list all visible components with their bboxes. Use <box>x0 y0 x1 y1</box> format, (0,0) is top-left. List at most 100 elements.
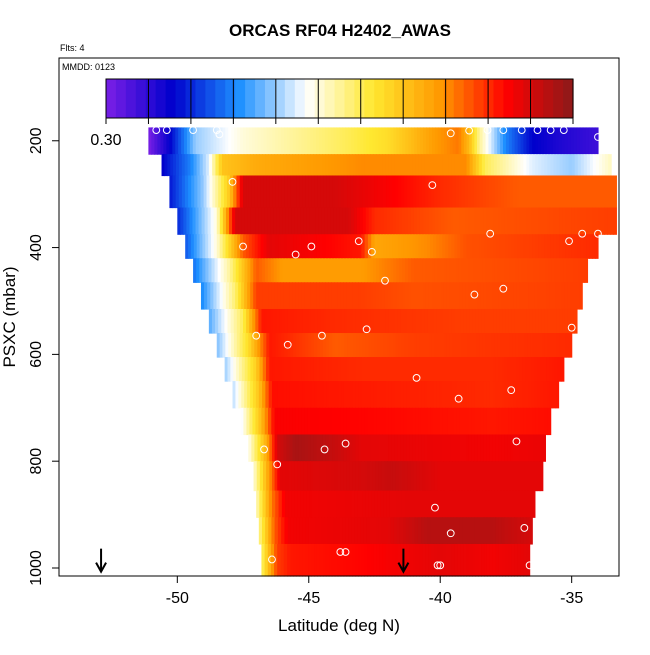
heatmap-cell <box>363 127 368 155</box>
heatmap-cell <box>384 282 389 310</box>
heatmap-cell <box>495 434 500 462</box>
heatmap-cell <box>415 407 419 436</box>
heatmap-cell <box>397 381 402 409</box>
heatmap-cell <box>326 333 330 358</box>
heatmap-cell <box>226 258 231 283</box>
heatmap-cell <box>474 517 479 545</box>
heatmap-cell <box>500 461 505 492</box>
heatmap-cell <box>508 407 512 436</box>
heatmap-cell <box>300 207 305 235</box>
heatmap-cell <box>491 258 496 283</box>
heatmap-cell <box>577 207 581 235</box>
heatmap-cell <box>290 357 294 382</box>
heatmap-cell <box>218 154 223 177</box>
heatmap-cell <box>409 381 414 409</box>
heatmap-cell <box>557 357 562 382</box>
heatmap-cell <box>361 461 365 492</box>
heatmap-cell <box>368 490 373 518</box>
heatmap-cell <box>434 175 438 209</box>
heatmap-cell <box>185 234 189 259</box>
heatmap-cell <box>301 234 306 259</box>
heatmap-cell <box>228 282 233 310</box>
heatmap-cell <box>531 490 536 518</box>
heatmap-cell <box>362 175 366 209</box>
heatmap-cell <box>518 461 523 492</box>
heatmap-cell <box>349 258 353 283</box>
heatmap-cell <box>486 357 491 382</box>
heatmap-cell <box>422 333 427 358</box>
heatmap-cell <box>269 461 273 492</box>
heatmap-cell <box>249 154 254 177</box>
heatmap-cell <box>314 333 318 358</box>
heatmap-cell <box>262 258 266 283</box>
heatmap-cell <box>299 517 304 545</box>
heatmap-cell <box>595 175 599 209</box>
heatmap-cell <box>570 127 575 155</box>
data-point <box>565 237 573 246</box>
heatmap-cell <box>372 461 377 492</box>
heatmap-cell <box>195 127 200 155</box>
heatmap-cell <box>450 207 454 235</box>
heatmap-cell <box>331 461 335 492</box>
heatmap-cell <box>277 282 281 310</box>
heatmap-cell <box>373 308 378 334</box>
heatmap-cell <box>381 282 386 310</box>
heatmap-cell <box>492 434 497 462</box>
heatmap-cell <box>457 381 461 409</box>
heatmap-cell <box>349 234 354 259</box>
heatmap-cell <box>529 127 533 155</box>
heatmap-cell <box>312 207 317 235</box>
heatmap-cell <box>210 127 215 155</box>
heatmap-cell <box>594 127 599 155</box>
colorbar-segment <box>264 79 276 118</box>
heatmap-cell <box>383 207 388 235</box>
heatmap-cell <box>582 127 587 155</box>
colorbar-segment <box>493 79 505 118</box>
heatmap-cell <box>234 127 238 155</box>
heatmap-cell <box>404 490 409 518</box>
heatmap-cell <box>486 407 491 436</box>
heatmap-cell <box>396 258 400 283</box>
heatmap-cell <box>329 175 333 209</box>
heatmap-cell <box>154 127 159 155</box>
heatmap-cell <box>565 207 569 235</box>
heatmap-cell <box>586 234 590 259</box>
heatmap-cell <box>250 258 254 283</box>
heatmap-cell <box>427 154 432 177</box>
heatmap-cell <box>325 234 330 259</box>
heatmap-cell <box>461 127 465 155</box>
heatmap-cell <box>358 381 363 409</box>
heatmap-cell <box>487 234 492 259</box>
heatmap-cell <box>328 282 332 310</box>
heatmap-cell <box>234 234 238 259</box>
heatmap-cell <box>400 234 405 259</box>
heatmap-cell <box>261 543 266 577</box>
heatmap-cell <box>430 154 435 177</box>
heatmap-cell <box>161 154 166 177</box>
heatmap-cell <box>404 333 409 358</box>
heatmap-cell <box>367 234 372 259</box>
heatmap-cell <box>571 154 576 177</box>
heatmap-cell <box>325 357 330 382</box>
heatmap-cell <box>323 175 327 209</box>
heatmap-cell <box>387 127 392 155</box>
heatmap-cell <box>505 234 509 259</box>
heatmap-cell <box>212 154 217 177</box>
heatmap-cell <box>411 282 415 310</box>
heatmap-cell <box>272 333 276 358</box>
heatmap-cell <box>349 381 354 409</box>
heatmap-cell <box>392 207 397 235</box>
heatmap-cell <box>419 490 424 518</box>
heatmap-cell <box>332 175 336 209</box>
heatmap-cell <box>397 357 401 382</box>
heatmap-cell <box>319 461 323 492</box>
heatmap-cell <box>358 543 362 577</box>
heatmap-cell <box>310 154 314 177</box>
heatmap-cell <box>510 381 515 409</box>
heatmap-cell <box>423 127 427 155</box>
heatmap-cell <box>380 207 385 235</box>
heatmap-cell <box>589 175 593 209</box>
heatmap-cell <box>608 154 612 177</box>
heatmap-cell <box>329 333 333 358</box>
heatmap-cell <box>528 282 532 310</box>
